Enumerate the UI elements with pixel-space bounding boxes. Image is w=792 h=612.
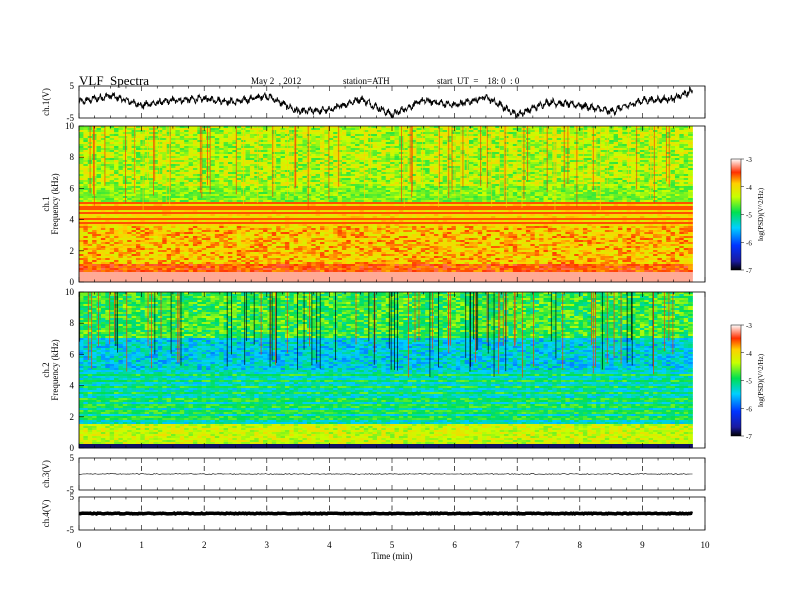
- waveform-line: [79, 88, 692, 118]
- y-axis-label: ch.1(V): [41, 88, 51, 116]
- vlf-figure: 5-5ch.1(V)0246810ch.1 Frequency (kHz)-3-4…: [0, 0, 792, 612]
- y-tick-label: 5: [70, 81, 75, 91]
- spectrogram-ch1: [79, 126, 693, 282]
